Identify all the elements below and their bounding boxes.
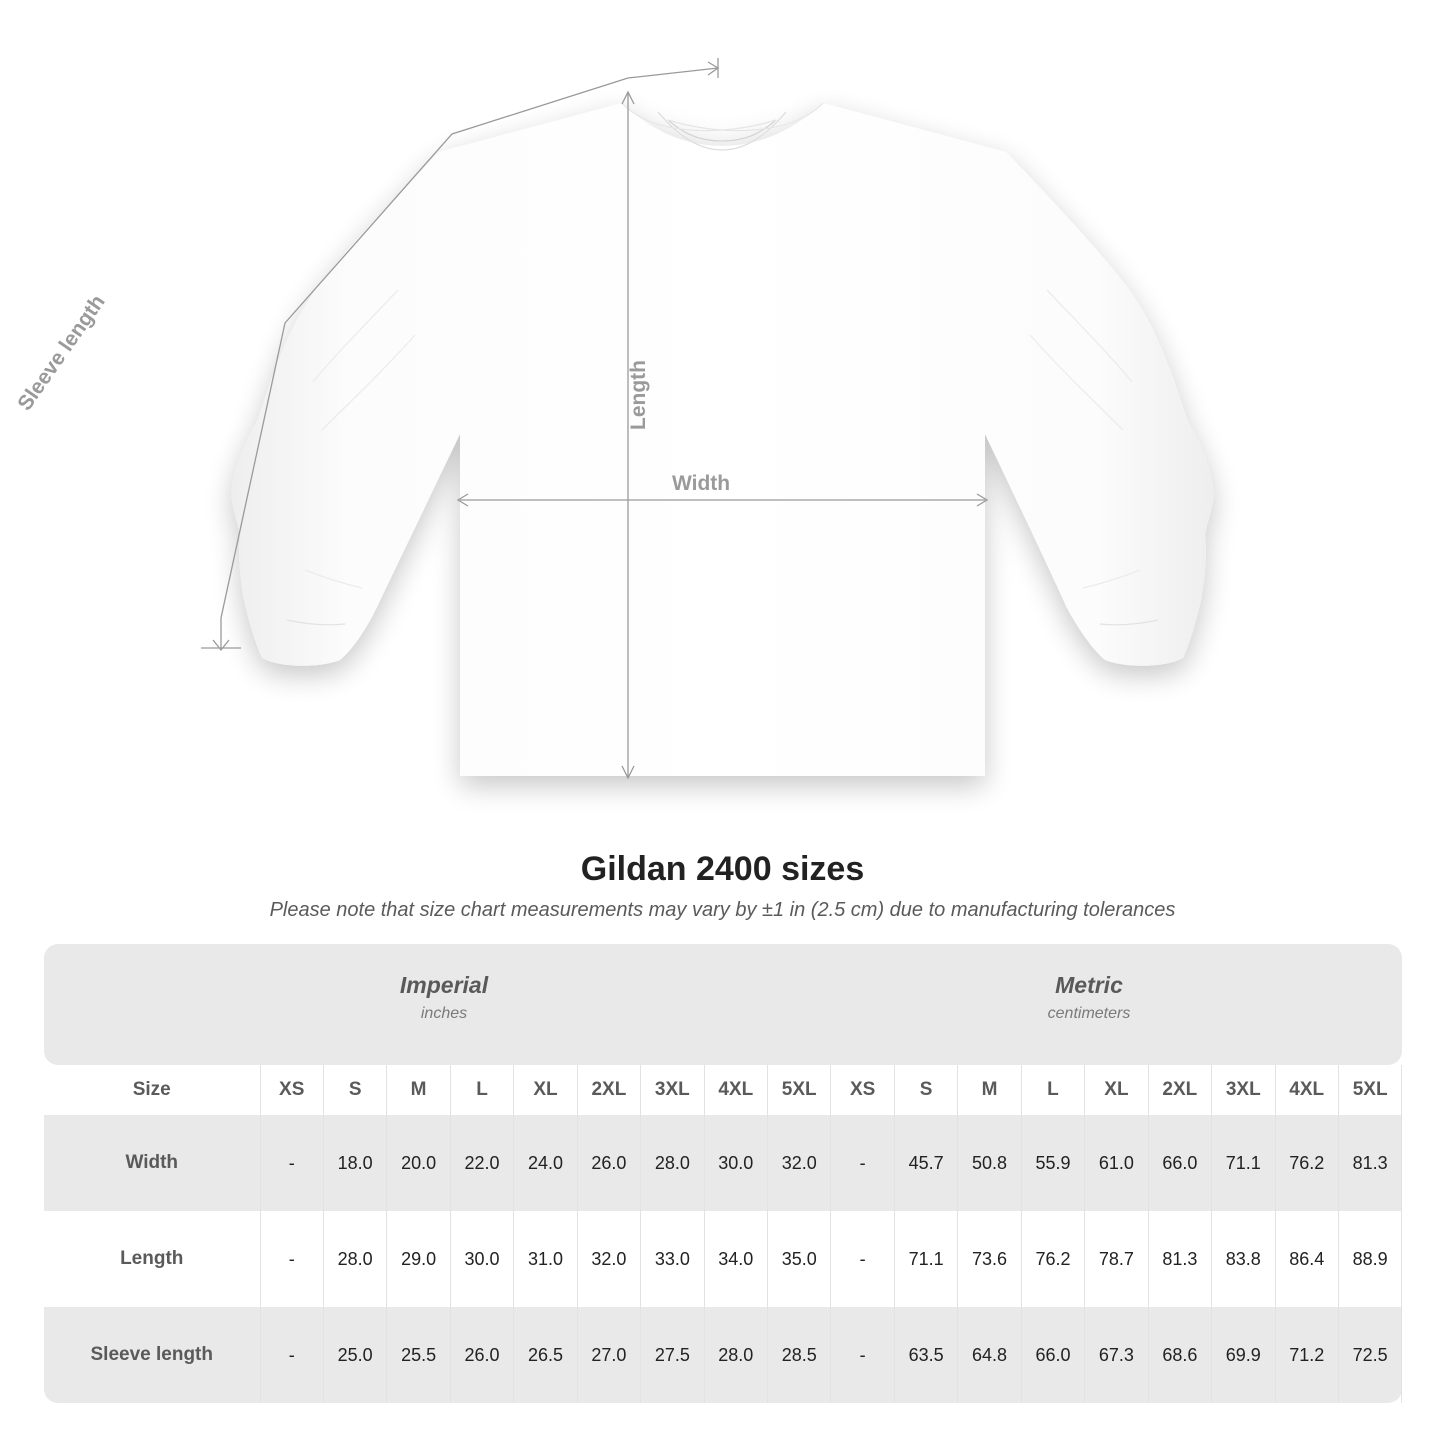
svg-text:Sleeve length: Sleeve length xyxy=(13,291,109,415)
svg-text:Width: Width xyxy=(672,472,730,495)
svg-text:Length: Length xyxy=(627,360,650,430)
